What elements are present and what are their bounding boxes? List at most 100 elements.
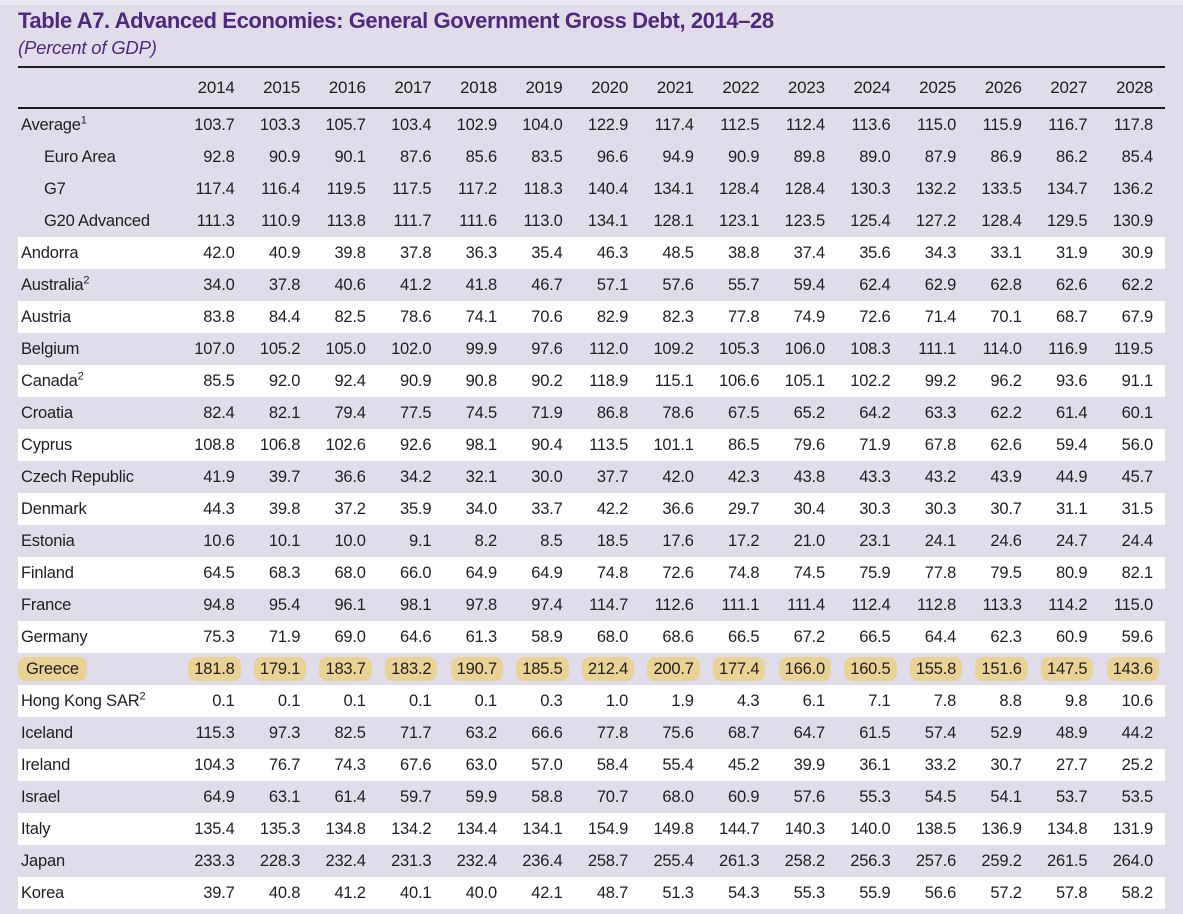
value-cell: 108.3 xyxy=(850,339,891,358)
value-cell: 99.2 xyxy=(924,371,957,390)
value-cell: 31.1 xyxy=(1055,499,1088,518)
value-cell: 115.0 xyxy=(917,115,957,134)
value-cell: 72.6 xyxy=(662,563,694,582)
year-column-header: 2014 xyxy=(181,67,247,109)
year-column-header: 2027 xyxy=(1033,67,1100,109)
value-cell: 160.5 xyxy=(837,653,903,685)
value-cell: 78.6 xyxy=(662,403,694,422)
country-name: Croatia xyxy=(21,403,73,422)
year-column-header: 2026 xyxy=(968,67,1034,109)
value-cell: 111.1 xyxy=(918,339,957,358)
value-cell: 34.0 xyxy=(465,499,498,518)
value-cell: 86.5 xyxy=(728,435,760,454)
value-cell: 256.3 xyxy=(850,851,891,870)
value-cell: 116.4 xyxy=(261,179,301,198)
value-cell: 64.4 xyxy=(924,627,957,646)
value-cell: 105.2 xyxy=(259,339,301,358)
value-cell: 8.5 xyxy=(540,531,563,550)
value-cell: 43.9 xyxy=(990,467,1022,486)
value-cell: 24.1 xyxy=(924,531,957,550)
value-cell: 84.4 xyxy=(268,307,301,326)
country-name: Hong Kong SAR2 xyxy=(21,690,146,710)
value-cell: 63.0 xyxy=(465,755,498,774)
value-cell: 10.1 xyxy=(268,531,301,550)
table-row: Denmark 44.3 39.8 37.2 35.9 34.0 33.7 42.2 36.6 2… xyxy=(18,493,1165,525)
value-cell: 116.9 xyxy=(1048,339,1088,358)
value-cell: 21.0 xyxy=(793,531,826,550)
country-label: Euro Area xyxy=(18,141,181,173)
value-cell: 66.6 xyxy=(531,723,563,742)
value-cell: 68.0 xyxy=(334,563,366,582)
value-cell: 144.7 xyxy=(719,819,760,838)
value-cell: 54.3 xyxy=(728,883,760,902)
value-cell: 70.7 xyxy=(596,787,629,806)
value-cell: 90.2 xyxy=(531,371,563,390)
value-cell: 68.3 xyxy=(268,563,301,582)
value-cell: 122.9 xyxy=(587,115,629,134)
value-cell: 183.2 xyxy=(378,653,444,685)
country-name: Andorra xyxy=(21,243,79,262)
value-cell: 82.5 xyxy=(334,307,366,326)
table-row: Andorra 42.0 40.9 39.8 37.8 36.3 35.4 46.3 48.5 3… xyxy=(18,237,1165,269)
highlighted-value: 177.4 xyxy=(713,657,766,681)
value-cell: 57.0 xyxy=(531,755,563,774)
year-column-header: 2028 xyxy=(1099,67,1165,109)
value-cell: 60.9 xyxy=(728,787,760,806)
value-cell: 255.4 xyxy=(653,851,694,870)
country-name: France xyxy=(21,595,72,614)
value-cell: 39.8 xyxy=(334,243,366,262)
value-cell: 40.1 xyxy=(400,883,432,902)
value-cell: 87.6 xyxy=(400,147,432,166)
value-cell: 261.3 xyxy=(719,851,760,870)
value-cell: 103.3 xyxy=(259,115,301,134)
value-cell: 212.4 xyxy=(575,653,641,685)
year-column-header: 2024 xyxy=(836,67,903,109)
value-cell: 92.4 xyxy=(334,371,366,390)
value-cell: 111.6 xyxy=(459,211,497,230)
value-cell: 1.9 xyxy=(671,691,694,710)
value-cell: 90.1 xyxy=(334,147,366,166)
value-cell: 115.9 xyxy=(982,115,1022,134)
value-cell: 134.1 xyxy=(653,179,694,198)
value-cell: 29.7 xyxy=(728,499,760,518)
value-cell: 82.4 xyxy=(203,403,235,422)
value-cell: 40.9 xyxy=(268,243,301,262)
country-label: Iceland xyxy=(18,717,181,749)
year-column-header: 2023 xyxy=(771,67,837,109)
table-row: Japan 233.3 228.3 232.4 231.3 232.4 236.4 258.7… xyxy=(18,845,1165,877)
country-label: G20 Advanced xyxy=(18,205,181,237)
value-cell: 134.2 xyxy=(391,819,432,838)
value-cell: 102.2 xyxy=(850,371,891,390)
value-cell: 58.8 xyxy=(531,787,563,806)
value-cell: 128.4 xyxy=(981,211,1022,230)
table-row: G20 Advanced 111.3 110.9 113.8 111.7 111.6 113… xyxy=(18,205,1165,237)
value-cell: 75.3 xyxy=(203,627,235,646)
country-name: Estonia xyxy=(21,531,75,550)
value-cell: 62.3 xyxy=(990,627,1022,646)
value-cell: 111.1 xyxy=(721,595,760,614)
country-name: Euro Area xyxy=(44,147,116,166)
value-cell: 7.8 xyxy=(933,691,957,710)
value-cell: 57.2 xyxy=(990,883,1022,902)
value-cell: 41.8 xyxy=(465,275,498,294)
year-column-header: 2021 xyxy=(640,67,706,109)
value-cell: 63.1 xyxy=(268,787,301,806)
value-cell: 34.3 xyxy=(924,243,957,262)
value-cell: 113.6 xyxy=(851,115,891,134)
table-row: Australia2 34.0 37.8 40.6 41.2 41.8 46.7 57.1 57… xyxy=(18,269,1165,301)
highlighted-value: 200.7 xyxy=(647,657,700,681)
value-cell: 113.3 xyxy=(982,595,1022,614)
highlighted-value: 185.5 xyxy=(516,657,569,681)
value-cell: 64.7 xyxy=(793,723,826,742)
footnote-marker: 2 xyxy=(77,370,84,382)
country-name: Canada2 xyxy=(21,370,84,390)
value-cell: 89.0 xyxy=(859,147,891,166)
value-cell: 74.8 xyxy=(596,563,629,582)
value-cell: 7.1 xyxy=(868,691,891,710)
footnote-marker: 2 xyxy=(83,274,90,286)
value-cell: 31.9 xyxy=(1055,243,1088,262)
value-cell: 63.3 xyxy=(924,403,957,422)
value-cell: 97.4 xyxy=(531,595,563,614)
value-cell: 85.6 xyxy=(465,147,498,166)
value-cell: 0.1 xyxy=(212,691,235,710)
